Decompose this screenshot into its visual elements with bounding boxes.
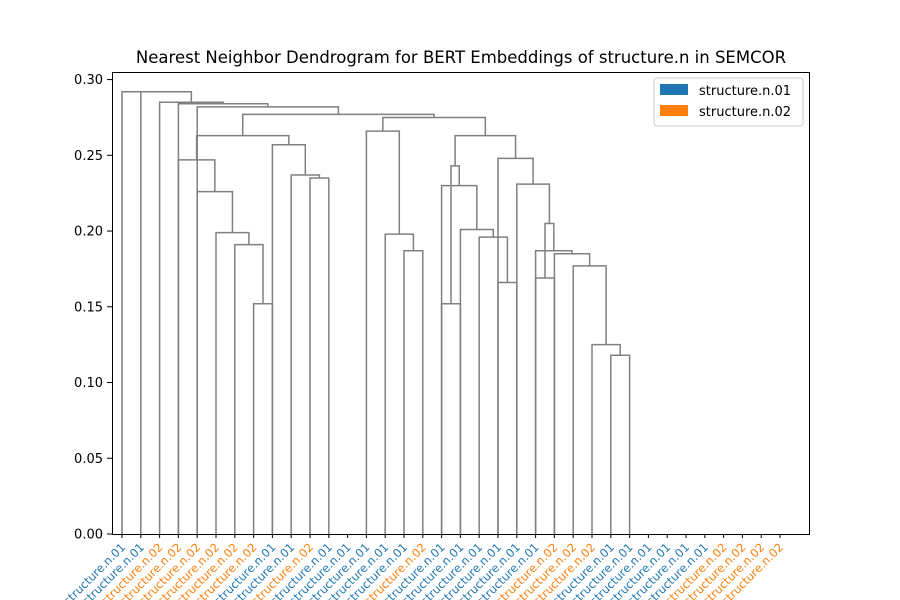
chart-title: Nearest Neighbor Dendrogram for BERT Emb… (136, 48, 786, 67)
dendrogram-link (234, 243, 264, 534)
plot-frame (112, 72, 810, 535)
dendrogram-link (158, 101, 224, 534)
dendrogram-link (450, 165, 460, 304)
dendrogram-link (610, 354, 631, 534)
dendrogram-link (195, 134, 290, 160)
legend-swatch-structure-n-02 (660, 105, 688, 116)
dendrogram-link (177, 103, 269, 534)
dendrogram-link (591, 343, 621, 534)
dendrogram-link (290, 174, 321, 534)
dendrogram-link (403, 249, 424, 534)
dendrogram-link (478, 236, 509, 534)
x-axis: structure.n.01structure.n.01structure.n.… (61, 534, 786, 600)
dendrogram-link (196, 190, 234, 534)
y-tick-label: 0.30 (74, 73, 103, 88)
dendrogram-link (252, 303, 274, 534)
dendrogram-link (382, 116, 487, 136)
y-axis: 0.00 0.05 0.10 0.15 0.20 0.25 0.30 (74, 73, 112, 543)
dendrogram-link (140, 90, 193, 534)
dendrogram-link (534, 277, 556, 534)
dendrogram-link (440, 184, 478, 534)
legend-swatch-structure-n-01 (660, 84, 688, 95)
dendrogram-link (459, 228, 495, 534)
y-tick-label: 0.05 (74, 452, 103, 467)
dendrogram-link (365, 130, 401, 534)
dendrogram-link (572, 265, 607, 534)
dendrogram-link (534, 249, 573, 534)
legend: structure.n.01 structure.n.02 (653, 77, 804, 127)
dendrogram-link (497, 281, 518, 534)
y-tick-label: 0.15 (74, 300, 103, 315)
dendrogram-link (516, 183, 551, 534)
dendrogram-link (309, 177, 330, 534)
dendrogram-link (215, 231, 250, 534)
dendrogram-link (271, 143, 307, 534)
y-tick-label: 0.20 (74, 225, 103, 240)
dendrogram-link (196, 106, 340, 534)
dendrogram-link (497, 157, 534, 534)
dendrogram-link (121, 90, 167, 534)
y-tick-label: 0.00 (74, 528, 103, 543)
dendrogram-link (454, 134, 517, 166)
legend-label-structure-n-01: structure.n.01 (699, 84, 791, 99)
y-tick-label: 0.10 (74, 376, 103, 391)
y-tick-label: 0.25 (74, 149, 103, 164)
legend-box (653, 77, 804, 127)
dendrogram-link (440, 303, 462, 534)
legend-label-structure-n-02: structure.n.02 (699, 105, 791, 120)
dendrogram-link (384, 233, 415, 534)
dendrogram-links (121, 90, 631, 534)
dendrogram-link (553, 253, 591, 534)
